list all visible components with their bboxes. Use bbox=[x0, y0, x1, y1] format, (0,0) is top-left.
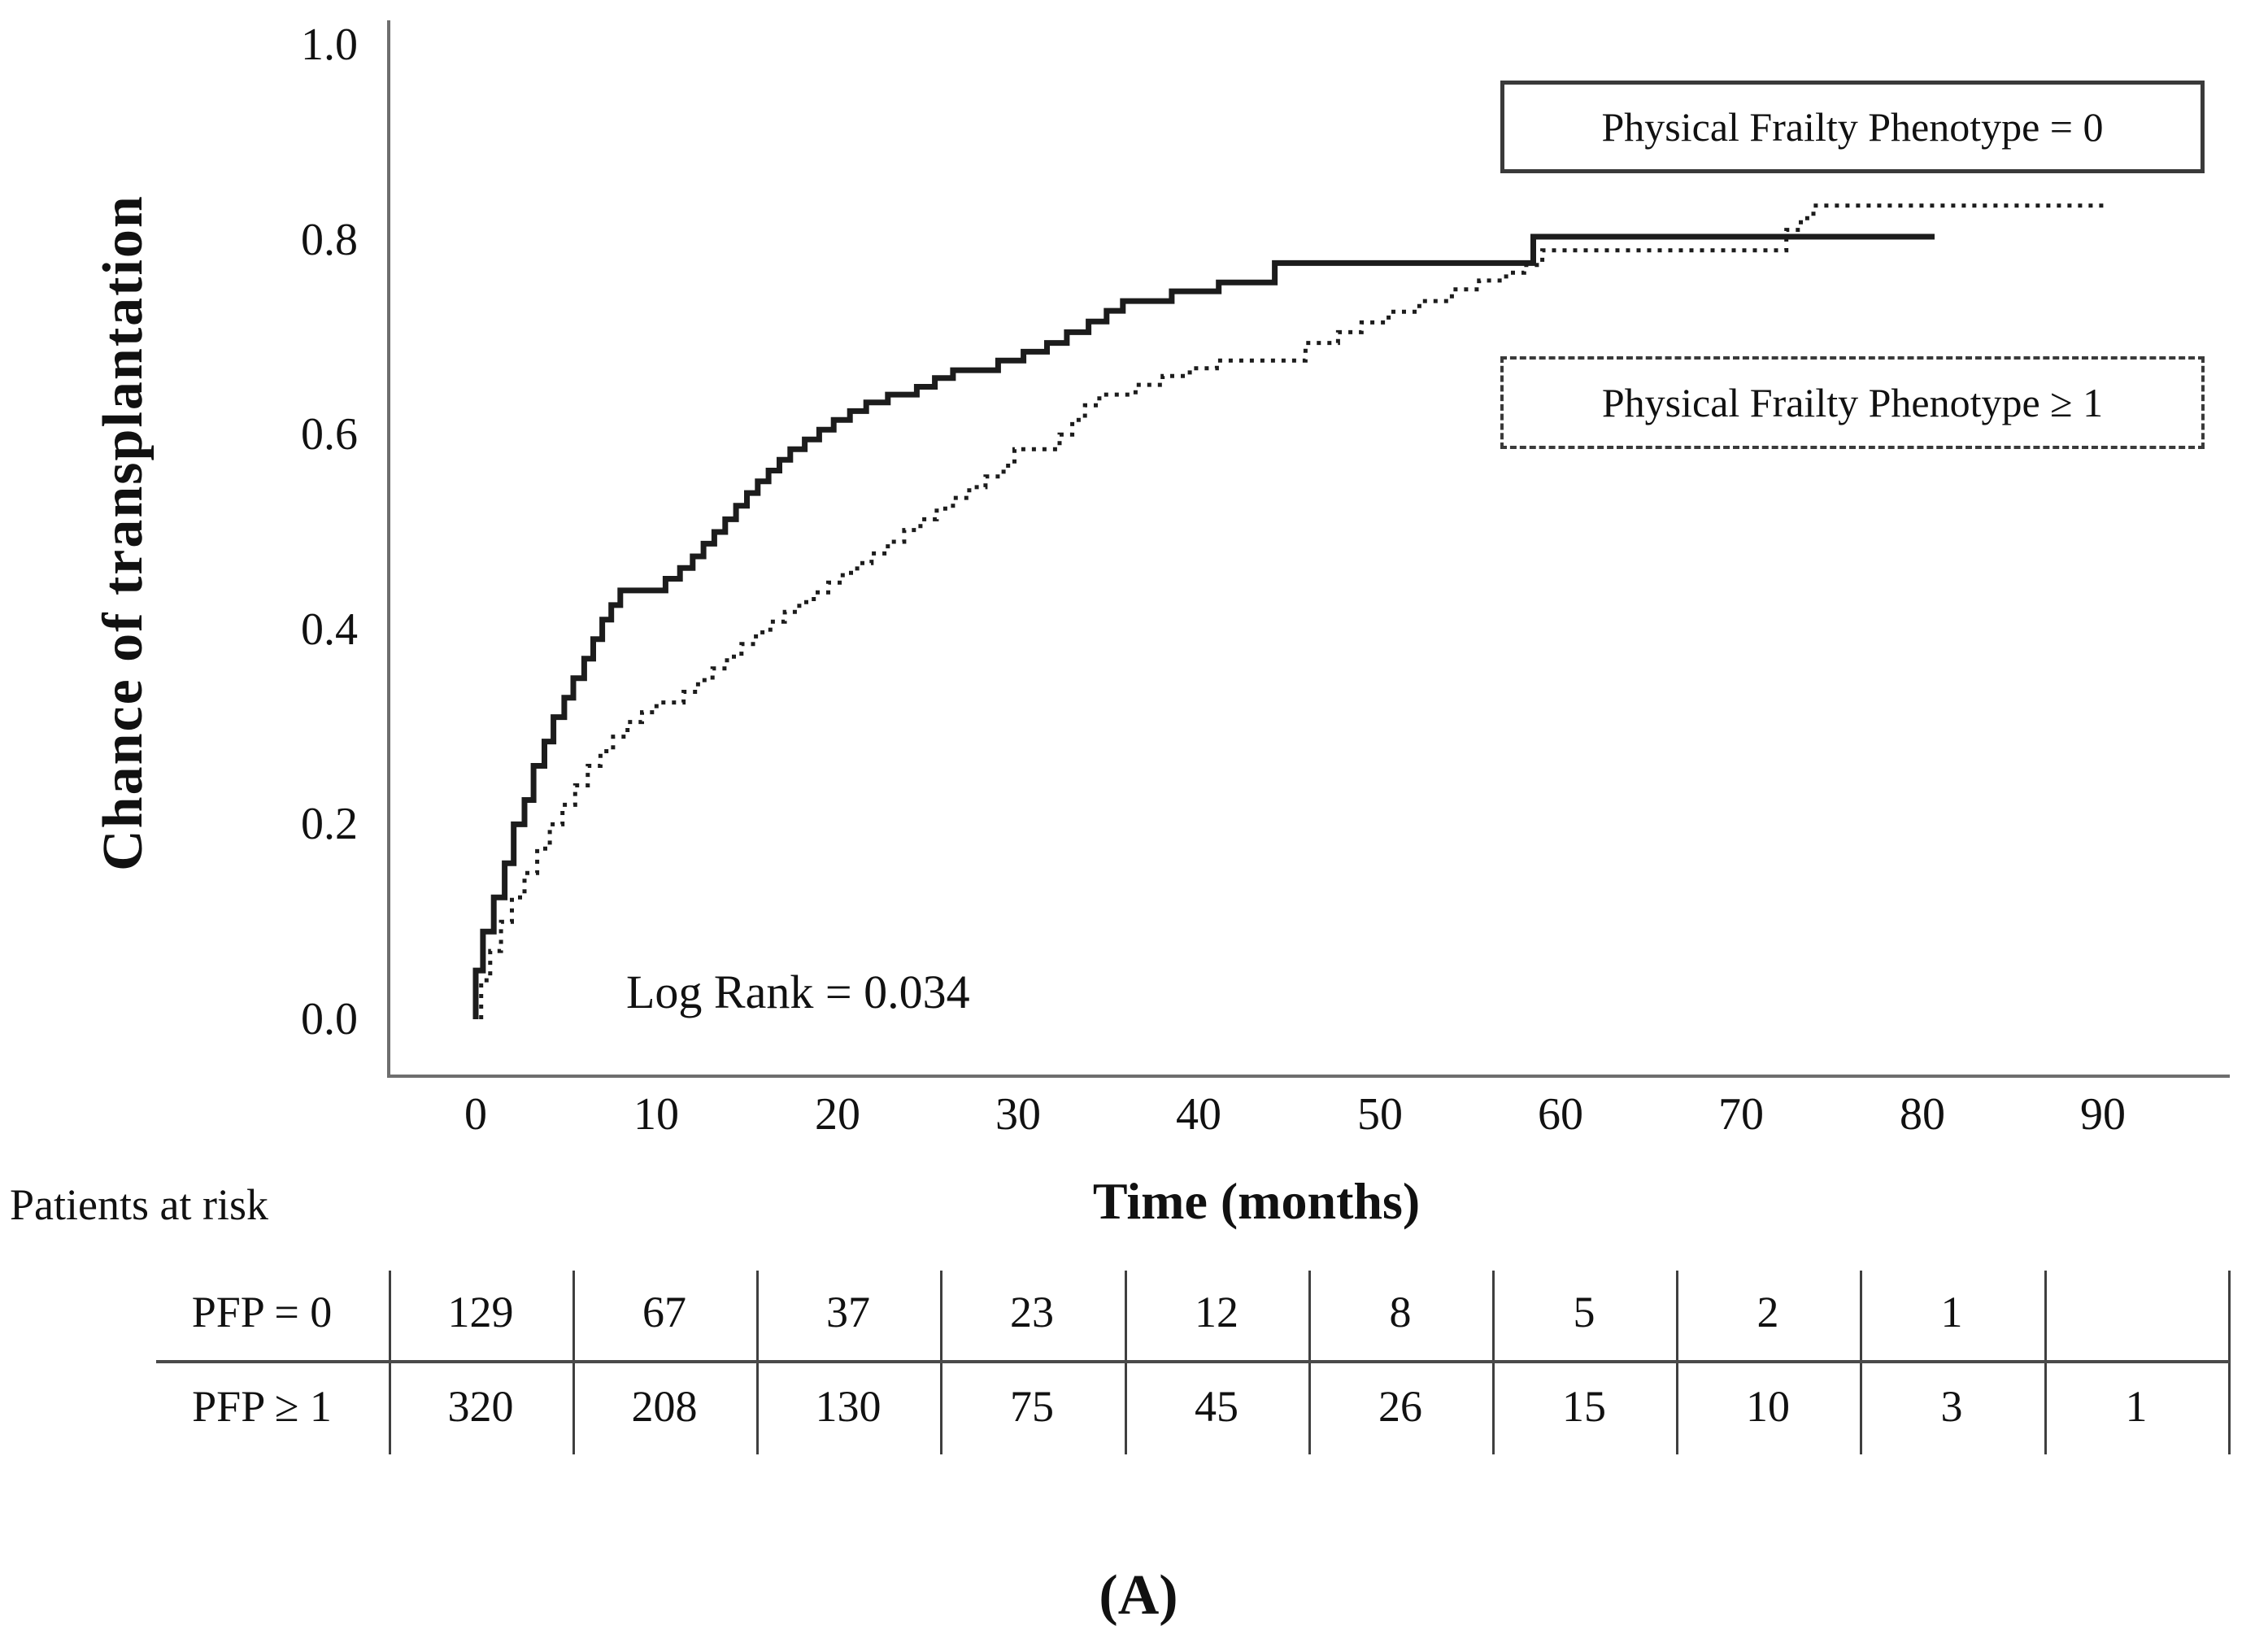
risk-cell: 208 bbox=[631, 1382, 698, 1431]
dotted-curve-pfp1 bbox=[479, 203, 2109, 1019]
risk-cell: 3 bbox=[1940, 1382, 1963, 1431]
risk-cell: 15 bbox=[1562, 1382, 1606, 1431]
risk-cell: 1 bbox=[2125, 1382, 2148, 1431]
y-tick-0.8: 0.8 bbox=[301, 215, 358, 265]
risk-cell: 2 bbox=[1757, 1288, 1779, 1336]
risk-cell: 8 bbox=[1389, 1288, 1412, 1336]
x-axis-title: Time (months) bbox=[1092, 1172, 1421, 1230]
solid-curve-pfp0 bbox=[472, 233, 1935, 1019]
legend-item-pfp1: Physical Frailty Phenotype ≥ 1 bbox=[1500, 356, 2205, 449]
km-plot-canvas bbox=[387, 20, 2230, 1078]
legend-label-pfp0: Physical Frailty Phenotype = 0 bbox=[1601, 104, 2104, 150]
log-rank-annotation: Log Rank = 0.034 bbox=[626, 966, 970, 1018]
x-tick-30: 30 bbox=[995, 1089, 1041, 1140]
x-tick-90: 90 bbox=[2080, 1089, 2126, 1140]
risk-cell: 45 bbox=[1195, 1382, 1238, 1431]
x-tick-60: 60 bbox=[1538, 1089, 1583, 1140]
risk-cell: 5 bbox=[1573, 1288, 1595, 1336]
x-tick-70: 70 bbox=[1718, 1089, 1764, 1140]
y-tick-1.0: 1.0 bbox=[301, 20, 358, 70]
risk-cell: 320 bbox=[447, 1382, 514, 1431]
y-tick-0.2: 0.2 bbox=[301, 799, 358, 849]
legend-label-pfp1: Physical Frailty Phenotype ≥ 1 bbox=[1601, 380, 2104, 425]
risk-cell: 23 bbox=[1010, 1288, 1054, 1336]
x-tick-20: 20 bbox=[815, 1089, 860, 1140]
x-tick-10: 10 bbox=[633, 1089, 679, 1140]
risk-cell: 75 bbox=[1010, 1382, 1054, 1431]
risk-row-label-pfp1: PFP ≥ 1 bbox=[192, 1382, 332, 1431]
risk-cell: 130 bbox=[815, 1382, 882, 1431]
x-tick-50: 50 bbox=[1357, 1089, 1403, 1140]
x-tick-80: 80 bbox=[1900, 1089, 1945, 1140]
risk-cell: 10 bbox=[1746, 1382, 1790, 1431]
x-tick-40: 40 bbox=[1176, 1089, 1221, 1140]
risk-cell: 26 bbox=[1378, 1382, 1422, 1431]
panel-label: (A) bbox=[1099, 1564, 1178, 1627]
risk-row-label-pfp0: PFP = 0 bbox=[191, 1288, 333, 1336]
y-tick-0.4: 0.4 bbox=[301, 604, 358, 655]
risk-cell: 129 bbox=[447, 1288, 514, 1336]
legend-item-pfp0: Physical Frailty Phenotype = 0 bbox=[1500, 81, 2205, 173]
risk-table-caption: Patients at risk bbox=[10, 1180, 268, 1229]
y-axis-title: Chance of transplantation bbox=[92, 194, 155, 871]
table-row-separator bbox=[156, 1360, 2230, 1363]
risk-cell: 37 bbox=[826, 1288, 870, 1336]
y-tick-0.6: 0.6 bbox=[301, 409, 358, 460]
plot-axes bbox=[387, 20, 2230, 1078]
x-tick-0: 0 bbox=[464, 1089, 487, 1140]
risk-cell: 1 bbox=[1940, 1288, 1963, 1336]
risk-cell: 12 bbox=[1195, 1288, 1238, 1336]
y-tick-0.0: 0.0 bbox=[301, 994, 358, 1044]
risk-cell: 67 bbox=[642, 1288, 686, 1336]
